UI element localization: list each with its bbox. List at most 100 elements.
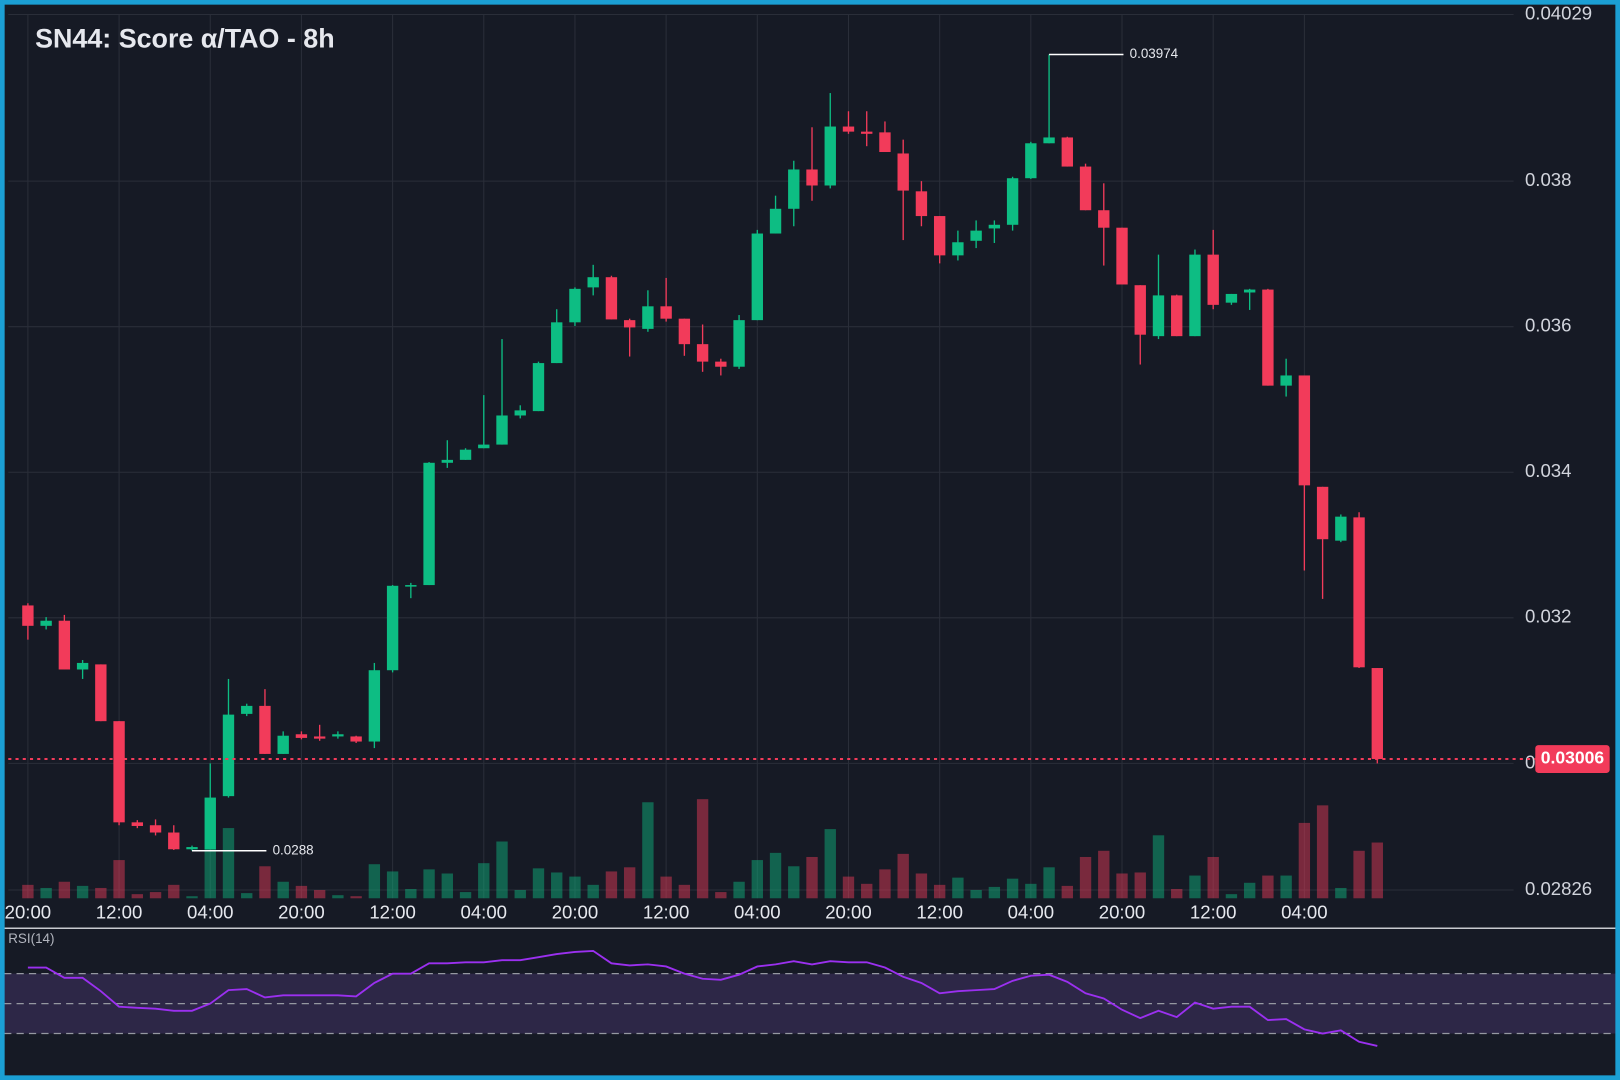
x-tick-label: 20:00 xyxy=(825,902,872,923)
x-tick-label: 12:00 xyxy=(369,902,416,923)
volume-bar xyxy=(95,887,107,899)
volume-bar xyxy=(313,890,326,899)
volume-bar xyxy=(332,895,344,899)
volume-bar xyxy=(660,876,672,899)
candle-body xyxy=(1262,289,1274,386)
candle-body xyxy=(241,705,253,714)
last-price-box xyxy=(1535,745,1610,773)
candle-body xyxy=(423,462,435,586)
candle-body xyxy=(113,721,125,823)
rsi-line xyxy=(27,949,1378,1047)
chart-title: SN44: Score α/TAO - 8h xyxy=(35,23,335,53)
candle-body xyxy=(715,361,727,367)
y-tick-label: 0.032 xyxy=(1525,606,1572,627)
volume-bar xyxy=(459,892,472,899)
candle-body xyxy=(40,620,52,626)
candle-body xyxy=(1280,375,1292,386)
volume-bar xyxy=(1371,842,1383,899)
candle-body xyxy=(751,233,763,321)
volume-bar xyxy=(1335,887,1347,899)
candle-body xyxy=(1134,285,1146,335)
volume-bar xyxy=(1262,875,1274,899)
candle-body xyxy=(277,735,289,754)
volume-bar xyxy=(58,881,71,899)
candle-body xyxy=(496,415,508,445)
volume-bar xyxy=(569,876,581,899)
candle-body xyxy=(168,832,180,850)
volume-bar xyxy=(1152,835,1165,899)
candle-body xyxy=(1061,137,1073,167)
candle-body xyxy=(149,825,162,833)
candle-layer xyxy=(22,54,1383,851)
volume-bar xyxy=(1207,856,1219,899)
volume-bar xyxy=(496,841,508,899)
volume-bar xyxy=(22,884,34,899)
candle-body xyxy=(587,277,599,288)
volume-bar xyxy=(587,884,599,899)
volume-bar xyxy=(715,892,727,899)
candle-body xyxy=(222,714,235,797)
volume-bar xyxy=(149,892,162,899)
x-tick-label: 20:00 xyxy=(552,902,599,923)
volume-bar xyxy=(642,802,654,899)
volume-bar xyxy=(861,883,873,899)
candle-body xyxy=(405,585,417,587)
volume-bar xyxy=(623,867,636,899)
volume-bar xyxy=(806,856,818,899)
volume-bar xyxy=(897,853,909,899)
volume-bar xyxy=(1116,873,1128,899)
volume-bar xyxy=(241,893,253,899)
candle-body xyxy=(988,224,1001,229)
volume-bar xyxy=(988,886,1001,899)
candle-body xyxy=(1243,289,1256,293)
volume-bar xyxy=(1280,875,1292,899)
candle-body xyxy=(1298,375,1311,486)
volume-bar xyxy=(76,885,89,899)
volume-bar xyxy=(1025,883,1037,899)
volume-bar xyxy=(751,860,763,899)
candle-body xyxy=(788,169,800,209)
candle-body xyxy=(605,277,618,320)
candle-body xyxy=(478,444,490,449)
candle-body xyxy=(551,322,563,364)
volume-bar xyxy=(186,896,198,899)
volume-bar xyxy=(405,888,417,899)
candle-body xyxy=(204,797,216,850)
volume-bar xyxy=(1079,856,1092,899)
x-tick-label: 12:00 xyxy=(96,902,143,923)
candle-body xyxy=(1353,517,1365,668)
candle-body xyxy=(642,306,654,329)
candle-body xyxy=(95,664,107,722)
volume-bar xyxy=(970,890,982,899)
candle-body xyxy=(1116,227,1128,285)
volume-bar xyxy=(441,873,453,899)
volume-bar xyxy=(350,896,362,899)
candle-body xyxy=(295,734,308,738)
volume-bar xyxy=(295,885,308,899)
volume-bar xyxy=(1006,878,1019,899)
candle-body xyxy=(824,126,836,186)
volume-bar xyxy=(879,869,891,899)
y-tick-label: 0.034 xyxy=(1525,460,1572,481)
candle-body xyxy=(1098,210,1110,228)
candle-body xyxy=(22,605,34,626)
x-tick-label: 20:00 xyxy=(1099,902,1146,923)
y-tick-label: 0.04029 xyxy=(1525,2,1592,23)
volume-bar xyxy=(1225,894,1238,899)
candle-body xyxy=(769,208,782,234)
volume-bar xyxy=(696,799,709,899)
last-price-label: 0.03006 xyxy=(1541,748,1605,768)
x-tick-label: 04:00 xyxy=(734,902,781,923)
volume-bar xyxy=(1353,850,1365,899)
volume-bar xyxy=(1316,805,1329,899)
volume-bar xyxy=(259,866,271,899)
x-tick-label: 04:00 xyxy=(1281,902,1328,923)
candle-body xyxy=(313,736,326,739)
volume-bar xyxy=(532,868,545,899)
candle-body xyxy=(623,320,636,328)
volume-bar xyxy=(478,863,490,899)
volume-bar xyxy=(1043,867,1055,899)
candle-body xyxy=(350,736,362,742)
high-marker-label: 0.03974 xyxy=(1130,46,1179,61)
